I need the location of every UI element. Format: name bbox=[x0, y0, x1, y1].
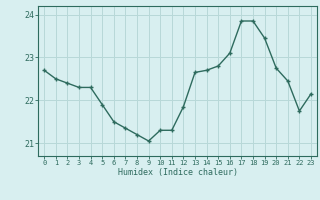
X-axis label: Humidex (Indice chaleur): Humidex (Indice chaleur) bbox=[118, 168, 238, 177]
